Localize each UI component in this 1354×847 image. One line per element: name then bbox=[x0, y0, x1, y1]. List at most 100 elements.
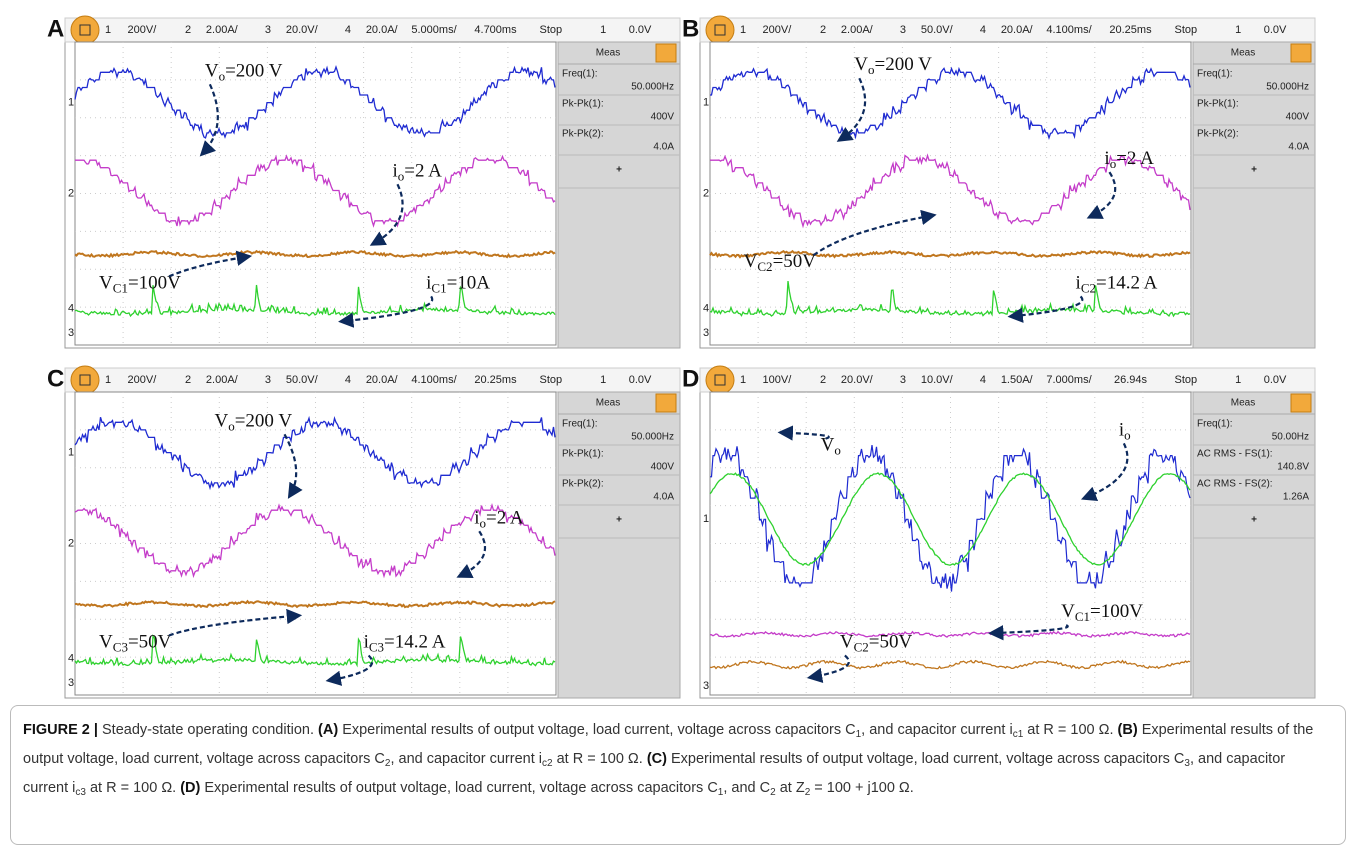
annotation: VC2=50V bbox=[840, 632, 913, 655]
meas-title: Meas bbox=[1231, 398, 1255, 409]
header-item: 10.0V/ bbox=[921, 374, 954, 386]
caption-run: FIGURE 2 | bbox=[23, 722, 98, 738]
annotation-sub: o bbox=[1124, 427, 1131, 442]
annotation-rest: =10A bbox=[447, 273, 491, 294]
annotation-rest: =50V bbox=[773, 252, 817, 273]
meas-value: 50.000Hz bbox=[631, 432, 674, 443]
header-item: 200V/ bbox=[128, 24, 158, 36]
meas-icon bbox=[1291, 394, 1311, 412]
meas-add: + bbox=[616, 515, 622, 526]
header-item: Stop bbox=[540, 374, 563, 386]
annotation: Vo=200 V bbox=[854, 55, 932, 78]
caption-run: Experimental results of output voltage, … bbox=[200, 780, 717, 796]
annotation-rest: =50V bbox=[128, 632, 172, 653]
header-item: 5.000ms/ bbox=[411, 24, 457, 36]
meas-add: + bbox=[616, 165, 622, 176]
annotation-sub: C2 bbox=[1081, 280, 1096, 295]
meas-value: 50.00Hz bbox=[1272, 432, 1309, 443]
annotation-rest: =50V bbox=[869, 632, 913, 653]
header-item: 2 bbox=[820, 374, 826, 386]
annotation-sub: C1 bbox=[431, 280, 446, 295]
header-item: 200V/ bbox=[128, 374, 158, 386]
meas-add: + bbox=[1251, 165, 1257, 176]
caption-run: (D) bbox=[180, 780, 200, 796]
meas-label: AC RMS - FS(1): bbox=[1197, 449, 1273, 460]
meas-add: + bbox=[1251, 515, 1257, 526]
channel-marker: 2 bbox=[68, 187, 74, 199]
meas-title: Meas bbox=[596, 48, 620, 59]
meas-value: 50.000Hz bbox=[1266, 82, 1309, 93]
header-item: 2.00A/ bbox=[206, 374, 239, 386]
meas-value: 4.0A bbox=[653, 142, 674, 153]
header-item: 20.0A/ bbox=[366, 24, 399, 36]
meas-value: 400V bbox=[651, 112, 675, 123]
header-item: 20.0V/ bbox=[286, 24, 319, 36]
caption-run: = 100 + j100 Ω. bbox=[810, 780, 914, 796]
caption-run: (C) bbox=[647, 751, 667, 767]
header-item: 0.0V bbox=[1264, 374, 1287, 386]
annotation: Vo=200 V bbox=[205, 61, 283, 84]
header-item: 2 bbox=[820, 24, 826, 36]
header-item: 20.0A/ bbox=[1001, 24, 1034, 36]
annotation-base: V bbox=[1061, 602, 1075, 623]
channel-marker: 3 bbox=[68, 677, 74, 689]
caption-run: Experimental results of output voltage, … bbox=[667, 751, 1184, 767]
channel-marker: 3 bbox=[703, 327, 709, 339]
annotation-base: V bbox=[99, 273, 113, 294]
menu-icon bbox=[71, 366, 99, 394]
meas-label: AC RMS - FS(2): bbox=[1197, 479, 1273, 490]
header-item: 4 bbox=[980, 374, 986, 386]
channel-marker: 4 bbox=[703, 303, 709, 315]
annotation-sub: C3 bbox=[113, 639, 128, 654]
annotation-sub: C1 bbox=[1075, 609, 1090, 624]
panel-label: C bbox=[47, 365, 64, 392]
channel-marker: 1 bbox=[68, 447, 74, 459]
meas-label: Pk-Pk(1): bbox=[562, 99, 604, 110]
meas-label: Pk-Pk(1): bbox=[562, 449, 604, 460]
header-item: 4 bbox=[345, 24, 351, 36]
menu-icon bbox=[706, 366, 734, 394]
annotation-base: V bbox=[205, 61, 219, 82]
header-item: Stop bbox=[540, 24, 563, 36]
meas-label: Pk-Pk(2): bbox=[1197, 129, 1239, 140]
scope-panel: D1100V/220.0V/310.0V/41.50A/7.000ms/26.9… bbox=[682, 365, 1315, 698]
panel-label: D bbox=[682, 365, 699, 392]
annotation-sub: C1 bbox=[113, 280, 128, 295]
panel-label: A bbox=[47, 15, 64, 42]
annotation-rest: =14.2 A bbox=[1096, 273, 1158, 294]
meas-value: 4.0A bbox=[653, 492, 674, 503]
scope-panel: C1200V/22.00A/350.0V/420.0A/4.100ms/20.2… bbox=[47, 365, 680, 698]
header-item: 20.0V/ bbox=[841, 374, 874, 386]
header-item: 1 bbox=[105, 24, 111, 36]
channel-marker: 1 bbox=[703, 97, 709, 109]
menu-icon bbox=[706, 16, 734, 44]
meas-value: 400V bbox=[651, 462, 675, 473]
annotation-base: V bbox=[840, 632, 854, 653]
header-item: 1 bbox=[600, 24, 606, 36]
channel-marker: 1 bbox=[68, 97, 74, 109]
annotation: VC1=100V bbox=[1061, 602, 1143, 625]
annotation-rest: =200 V bbox=[875, 55, 933, 76]
header-item: 1 bbox=[105, 374, 111, 386]
header-item: 2 bbox=[185, 24, 191, 36]
header-item: 1 bbox=[740, 374, 746, 386]
caption-run: at R = 100 Ω. bbox=[553, 751, 647, 767]
annotation-rest: =100V bbox=[1090, 602, 1143, 623]
header-item: 3 bbox=[900, 24, 906, 36]
header-item: 50.0V/ bbox=[286, 374, 319, 386]
annotation-sub: C2 bbox=[757, 259, 772, 274]
caption-run: c3 bbox=[75, 787, 86, 798]
annotation-base: V bbox=[99, 632, 113, 653]
channel-marker: 3 bbox=[703, 680, 709, 692]
channel-marker: 2 bbox=[68, 537, 74, 549]
header-item: 1 bbox=[600, 374, 606, 386]
annotation: VC1=100V bbox=[99, 273, 181, 296]
header-item: 1.50A/ bbox=[1001, 374, 1034, 386]
annotation: Vo=200 V bbox=[214, 411, 292, 434]
caption: FIGURE 2 | Steady-state operating condit… bbox=[10, 705, 1346, 845]
header-item: 2.00A/ bbox=[206, 24, 239, 36]
header-item: 2 bbox=[185, 374, 191, 386]
meas-label: Freq(1): bbox=[562, 69, 598, 80]
